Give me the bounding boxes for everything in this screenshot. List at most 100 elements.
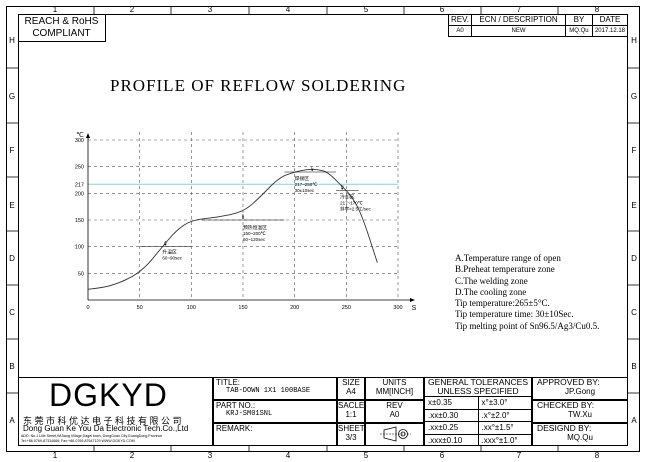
x-tick-label: 300 <box>393 305 402 311</box>
row-letter-right: H <box>631 36 637 45</box>
scale-label: SACLE <box>338 401 365 410</box>
size-value: A4 <box>346 387 356 396</box>
tolerances-rows: x±0.35 x°±3.0° .xx±0.30 .x°±2.0° .xx±0.25 .xx… <box>425 397 531 446</box>
ecn-header: ECN / DESCRIPTION <box>471 14 566 26</box>
x-tick-label: 100 <box>187 305 196 311</box>
zone-marker <box>242 217 244 219</box>
tolerance-value: .xx±0.30 <box>425 409 479 421</box>
tolerance-value: .x°±2.0° <box>481 410 510 420</box>
column-number-top: 2 <box>129 5 135 14</box>
column-number-bottom: 4 <box>285 451 291 460</box>
row-letter-left: G <box>8 92 16 101</box>
row-letter-left: C <box>9 308 15 317</box>
units-value: MM[INCH] <box>375 387 414 396</box>
y-axis-label: ℃ <box>76 132 84 139</box>
units-cell: UNITS MM[INCH] <box>365 377 424 400</box>
projection-cell <box>365 423 424 446</box>
company-logo: DGKYD <box>49 377 168 413</box>
tolerance-value: .xxx°±1.0° <box>481 435 518 445</box>
compliance-line1: REACH & RoHS <box>24 16 99 27</box>
zone-desc: 60~120sec <box>243 237 266 242</box>
by-header: BY <box>564 14 593 26</box>
tolerances-title1: GENERAL TOLERANCES <box>428 377 528 387</box>
zone-marker <box>311 169 314 171</box>
note-line: A.Temperature range of open <box>455 253 561 263</box>
y-tick-label: 250 <box>75 165 84 171</box>
rev-label: REV <box>386 401 403 410</box>
ecn-value: NEW <box>471 25 566 37</box>
checked-value: TW.Xu <box>567 410 592 419</box>
remark-label: REMARK: <box>216 424 253 433</box>
column-number-top: 6 <box>439 5 445 14</box>
part-cell: PART NO.: KRJ-SM01SNL <box>213 400 337 423</box>
tolerance-row: .xx±0.30 .x°±2.0° <box>425 409 531 422</box>
revision-table: REV. ECN / DESCRIPTION BY DATE A0 NEW MQ… <box>448 14 629 37</box>
title-cell: TITLE: TAB-DOWN 1X1 100BASE <box>213 377 337 400</box>
company-address: ADD: No.1 Lilie Street,WiJiang Village,D… <box>21 434 163 438</box>
column-number-bottom: 8 <box>594 451 600 460</box>
rev-block-value: A0 <box>389 410 400 419</box>
row-letter-right: D <box>631 254 637 263</box>
row-letter-left: F <box>9 146 15 155</box>
note-line: Tip temperature time: 30±10Sec. <box>455 309 574 320</box>
company-block: DGKYD 东 莞 市 科 优 达 电 子 科 技 有 限 公 司 Dong G… <box>18 377 213 446</box>
date-value: 2017.12.18 <box>591 25 629 37</box>
tolerance-row: .xx±0.25 .xx°±1.5° <box>425 422 531 435</box>
column-number-top: 5 <box>363 5 369 14</box>
y-axis-arrow <box>86 133 90 138</box>
size-cell: SIZE A4 <box>337 377 365 400</box>
row-letter-left: H <box>9 36 15 45</box>
designed-cell: DESIGND BY: MQ.Qu <box>532 423 628 446</box>
rev-value: A0 <box>448 25 472 37</box>
zone-marker <box>341 187 344 190</box>
zone-letter: B <box>242 213 245 218</box>
column-number-top: 1 <box>52 5 58 14</box>
zone-desc: 30±10sec <box>295 188 315 193</box>
row-letter-left: A <box>9 416 15 425</box>
zone-desc: 217~170℃ <box>340 201 364 206</box>
checked-label: CHECKED BY: <box>537 400 595 410</box>
compliance-box: REACH & RoHS COMPLIANT <box>18 14 106 42</box>
tolerance-row: .xxx±0.10 .xxx°±1.0° <box>425 434 531 446</box>
x-tick-label: 200 <box>290 305 299 311</box>
column-number-bottom: 7 <box>516 451 522 460</box>
sheet-value: 3/3 <box>345 433 357 442</box>
y-tick-label: 150 <box>75 218 84 224</box>
column-number-top: 7 <box>516 5 522 14</box>
scale-value: 1:1 <box>345 410 357 419</box>
column-number-top: 8 <box>594 5 600 14</box>
y-tick-label: 217 <box>75 182 84 188</box>
zone-letter: D <box>341 184 344 189</box>
note-line: C.The welding zone <box>455 275 528 286</box>
x-tick-label: 0 <box>86 305 89 311</box>
row-letter-right: B <box>631 362 637 371</box>
row-letter-right: F <box>631 146 637 155</box>
part-label: PART NO.: <box>216 401 256 410</box>
zone-marker <box>164 243 167 246</box>
zone-desc: 150~200℃ <box>243 231 267 236</box>
zone-desc: 217~250℃ <box>295 182 319 187</box>
zone-letter: C <box>311 165 314 170</box>
approved-label: APPROVED BY: <box>537 377 600 387</box>
x-tick-label: 50 <box>137 305 143 311</box>
note-line: D.The cooling zone <box>455 286 527 297</box>
notes-list: A.Temperature range of open B.Preheat tem… <box>455 253 635 332</box>
row-letter-left: B <box>9 362 15 371</box>
y-tick-label: 100 <box>75 245 84 251</box>
column-number-bottom: 2 <box>129 451 135 460</box>
drawing-frame <box>6 6 640 452</box>
units-label: UNITS <box>382 378 407 387</box>
approved-cell: APPROVED BY: JP.Gong <box>532 377 628 400</box>
row-letter-left: D <box>9 254 15 263</box>
sheet-cell: SHEET 3/3 <box>337 423 365 446</box>
profile-curve <box>87 168 378 290</box>
company-name-en: Dong Guan Ke You Da Electronic Tech.Co.,… <box>23 424 189 433</box>
column-number-bottom: 1 <box>52 451 58 460</box>
x-axis-arrow <box>410 298 415 302</box>
by-value: MQ.Qu <box>564 25 593 37</box>
tolerance-row: x±0.35 x°±3.0° <box>425 397 531 410</box>
zone-letter: A <box>164 240 167 245</box>
part-value: KRJ-SM01SNL <box>226 410 273 418</box>
y-tick-label: 300 <box>75 138 84 144</box>
reflow-chart: ℃ S 0 50 100 150 200 250 300 50 100 150 200 217 250 300… <box>75 132 417 312</box>
